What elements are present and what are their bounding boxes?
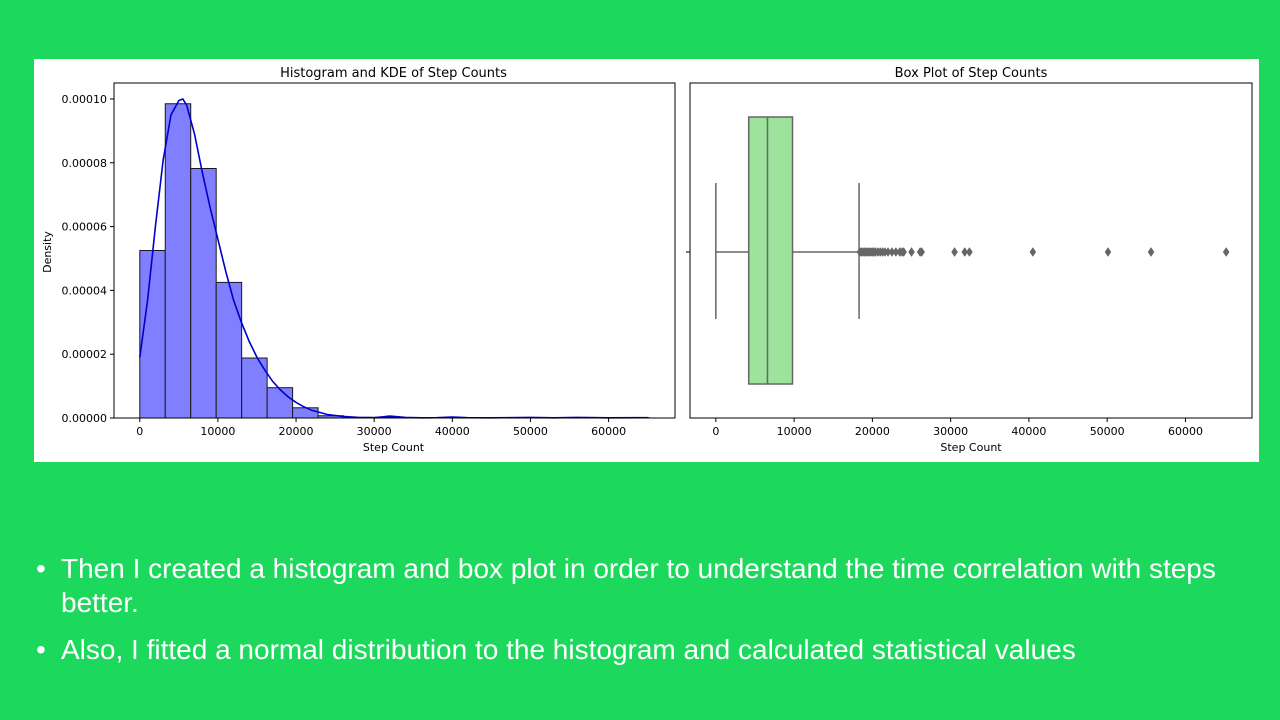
box-plot-frame <box>689 82 1253 419</box>
bullet-text: Also, I fitted a normal distribution to … <box>61 634 1076 665</box>
histogram-x-ticks: 0 10000 20000 30000 40000 50000 60000 <box>136 418 626 438</box>
outlier-marker <box>961 247 969 257</box>
histogram-bar <box>266 387 294 419</box>
histogram-bars <box>139 103 650 419</box>
x-tick-label: 40000 <box>435 425 470 438</box>
box-plot-x-ticks: 0 10000 20000 30000 40000 50000 60000 <box>712 418 1203 438</box>
outlier-marker <box>918 247 925 257</box>
histogram-frame <box>113 82 676 419</box>
x-tick-label: 0 <box>712 425 719 438</box>
bullet-dot-icon: • <box>36 634 46 665</box>
x-tick-label: 20000 <box>855 425 890 438</box>
y-tick-label: 0.00010 <box>62 93 108 106</box>
box-plot-title: Box Plot of Step Counts <box>895 66 1048 81</box>
x-tick-label: 10000 <box>777 425 812 438</box>
bullet-text: Then I created a histogram and box plot … <box>61 553 1216 618</box>
histogram-x-label: Step Count <box>363 441 425 454</box>
box-plot-x-label: Step Count <box>940 441 1002 454</box>
histogram-title: Histogram and KDE of Step Counts <box>280 66 507 81</box>
y-tick-label: 0.00000 <box>62 412 108 425</box>
chart-svg: Histogram and KDE of Step Counts 0 10000 2… <box>41 66 1253 454</box>
bullet-item: • Also, I fitted a normal distribution t… <box>36 633 1266 667</box>
kde-line <box>139 98 648 419</box>
histogram-bar <box>292 407 319 419</box>
x-tick-label: 60000 <box>591 425 626 438</box>
histogram-bar <box>215 281 243 419</box>
histogram-bar <box>190 168 217 419</box>
histogram-chart: Histogram and KDE of Step Counts 0 10000 2… <box>41 66 676 454</box>
bullet-dot-icon: • <box>36 553 46 584</box>
y-tick-label: 0.00002 <box>62 348 108 361</box>
outlier-marker <box>908 247 915 257</box>
outlier-marker <box>1222 247 1230 257</box>
y-tick-label: 0.00004 <box>62 284 108 297</box>
x-tick-label: 30000 <box>933 425 968 438</box>
outlier-marker <box>1104 247 1112 257</box>
outlier-marker <box>966 247 973 257</box>
x-tick-label: 40000 <box>1011 425 1046 438</box>
interquartile-box <box>747 116 794 385</box>
y-tick-label: 0.00006 <box>62 221 108 234</box>
chart-figure: Histogram and KDE of Step Counts 0 10000 2… <box>34 59 1259 462</box>
bullet-item: • Then I created a histogram and box plo… <box>36 552 1266 620</box>
x-tick-label: 50000 <box>513 425 548 438</box>
outlier-marker <box>900 247 907 257</box>
box-plot-elements <box>715 116 1230 385</box>
histogram-bar <box>164 103 192 419</box>
x-tick-label: 30000 <box>357 425 392 438</box>
outlier-marker <box>1147 247 1155 257</box>
bullet-list: • Then I created a histogram and box plo… <box>36 552 1266 680</box>
y-tick-label: 0.00008 <box>62 157 108 170</box>
x-tick-label: 60000 <box>1168 425 1203 438</box>
x-tick-label: 0 <box>136 425 143 438</box>
histogram-y-ticks: 0.00000 0.00002 0.00004 0.00006 0.00008 0.000… <box>62 93 114 425</box>
histogram-bar <box>139 250 166 419</box>
outlier-marker <box>1029 247 1037 257</box>
histogram-y-label: Density <box>41 231 54 273</box>
outlier-marker <box>951 247 958 257</box>
box-plot-chart: Box Plot of Step Counts 0 10000 20000 30000… <box>686 66 1253 454</box>
x-tick-label: 10000 <box>200 425 235 438</box>
x-tick-label: 50000 <box>1090 425 1125 438</box>
x-tick-label: 20000 <box>279 425 314 438</box>
